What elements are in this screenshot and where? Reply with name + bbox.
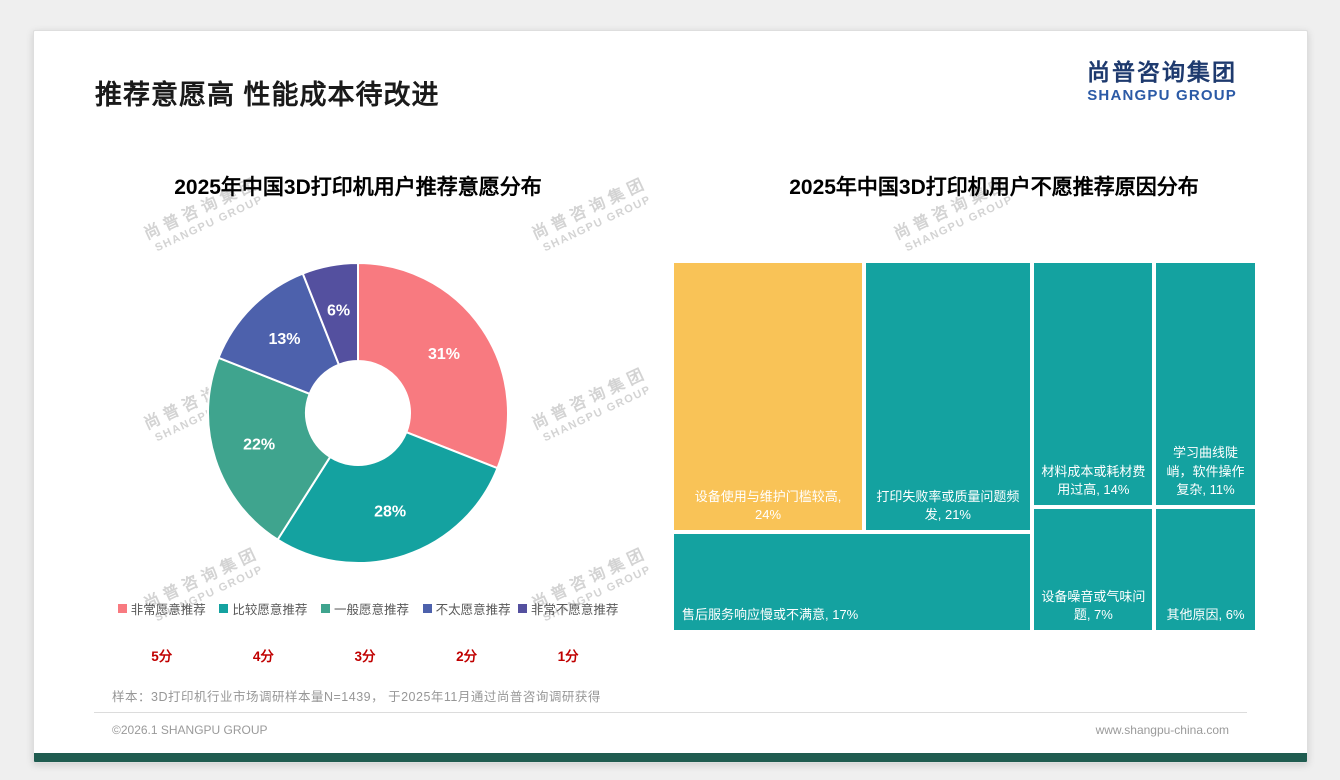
- legend-label: 非常不愿意推荐: [530, 603, 619, 617]
- treemap-cell-2: 打印失败率或质量问题频发, 21%: [864, 262, 1031, 531]
- legend-column: 非常不愿意推荐 1分: [517, 599, 619, 665]
- treemap-cell-7: 其他原因, 6%: [1155, 508, 1256, 631]
- legend-score-label: 4分: [252, 649, 274, 664]
- reasons-treemap-chart: 设备使用与维护门槛较高, 24% 打印失败率或质量问题频发, 21% 材料成本或耗材…: [673, 262, 1256, 631]
- treemap-chart-title: 2025年中国3D打印机用户不愿推荐原因分布: [789, 176, 1199, 199]
- treemap-cell-label: 学习曲线陡峭，软件操作复杂, 11%: [1166, 445, 1245, 497]
- legend-score-label: 1分: [557, 649, 579, 664]
- website-text: www.shangpu-china.com: [1095, 723, 1229, 737]
- legend-item: 不太愿意推荐: [422, 599, 511, 618]
- treemap-cell-4: 学习曲线陡峭，软件操作复杂, 11%: [1155, 262, 1256, 506]
- legend-item: 比较愿意推荐: [219, 599, 307, 618]
- legend-column: 比较愿意推荐 4分: [213, 599, 315, 665]
- logo-english-text: SHANGPU GROUP: [1087, 87, 1237, 105]
- legend-swatch: [517, 604, 527, 613]
- donut-slice-4: [217, 272, 341, 396]
- treemap-cell-label: 材料成本或耗材费用过高, 14%: [1041, 463, 1146, 497]
- treemap-cell-label: 打印失败率或质量问题频发, 21%: [876, 488, 1020, 522]
- slide-title: 推荐意愿高 性能成本待改进: [95, 80, 440, 110]
- legend-swatch: [117, 604, 127, 613]
- slide-card: 尚普咨询集团 SHANGPU GROUP 尚普咨询集团 SHANGPU GROUP 尚普…: [33, 30, 1308, 763]
- treemap-cell-label: 设备使用与维护门槛较高, 24%: [694, 488, 842, 522]
- donut-slice-value: 13%: [268, 331, 300, 348]
- legend-label: 非常愿意推荐: [130, 603, 206, 617]
- legend-score-label: 5分: [151, 649, 173, 664]
- legend-score-label: 3分: [354, 649, 376, 664]
- treemap-cell-5: 售后服务响应慢或不满意, 17%: [673, 532, 1031, 631]
- donut-slice-value: 28%: [374, 503, 406, 520]
- bottom-accent-bar: [34, 753, 1307, 762]
- donut-slice-2: [276, 430, 499, 564]
- slide-content: 推荐意愿高 性能成本待改进 尚普咨询集团 SHANGPU GROUP 2025年…: [34, 31, 1307, 762]
- legend-swatch: [219, 604, 229, 613]
- legend-item: 非常不愿意推荐: [517, 599, 619, 618]
- sample-note: 样本：3D打印机行业市场调研样本量N=1439， 于2025年11月通过尚普咨询…: [112, 690, 601, 704]
- legend-column: 不太愿意推荐 2分: [416, 599, 518, 665]
- legend-label: 一般愿意推荐: [333, 603, 409, 617]
- copyright-text: ©2026.1 SHANGPU GROUP: [112, 723, 268, 737]
- treemap-cell-label: 售后服务响应慢或不满意, 17%: [682, 606, 859, 622]
- treemap-cell-label: 设备噪音或气味问题, 7%: [1041, 588, 1146, 622]
- legend-column: 非常愿意推荐 5分: [111, 599, 213, 665]
- logo-chinese-text: 尚普咨询集团: [1087, 59, 1237, 85]
- legend-label: 比较愿意推荐: [232, 603, 308, 617]
- treemap-cell-3: 材料成本或耗材费用过高, 14%: [1033, 262, 1154, 506]
- donut-legend: 非常愿意推荐 5分 比较愿意推荐 4分 一般愿意推荐 3分 不太愿意推荐 2分 非常不愿意推荐 1…: [111, 599, 619, 665]
- legend-label: 不太愿意推荐: [435, 603, 511, 617]
- treemap-cell-label: 其他原因, 6%: [1166, 606, 1245, 622]
- legend-swatch: [422, 604, 432, 613]
- recommendation-donut-chart: 31% 28% 22% 13% 6%: [203, 258, 513, 568]
- donut-slice-value: 31%: [428, 346, 460, 363]
- legend-column: 一般愿意推荐 3分: [314, 599, 416, 665]
- donut-slice-1: [357, 261, 509, 470]
- donut-chart-title: 2025年中国3D打印机用户推荐意愿分布: [174, 176, 542, 199]
- donut-slice-value: 22%: [243, 437, 275, 454]
- legend-score-label: 2分: [456, 649, 478, 664]
- donut-slice-value: 6%: [327, 302, 350, 319]
- legend-item: 非常愿意推荐: [117, 599, 206, 618]
- slide-footer: ©2026.1 SHANGPU GROUP www.shangpu-china.…: [94, 712, 1247, 737]
- legend-item: 一般愿意推荐: [320, 599, 409, 618]
- donut-slice-5: [301, 261, 359, 366]
- treemap-cell-1: 设备使用与维护门槛较高, 24%: [673, 262, 864, 531]
- treemap-cell-6: 设备噪音或气味问题, 7%: [1033, 508, 1154, 631]
- legend-swatch: [320, 604, 330, 613]
- company-logo: 尚普咨询集团 SHANGPU GROUP: [1087, 59, 1237, 105]
- donut-slice-3: [207, 356, 332, 542]
